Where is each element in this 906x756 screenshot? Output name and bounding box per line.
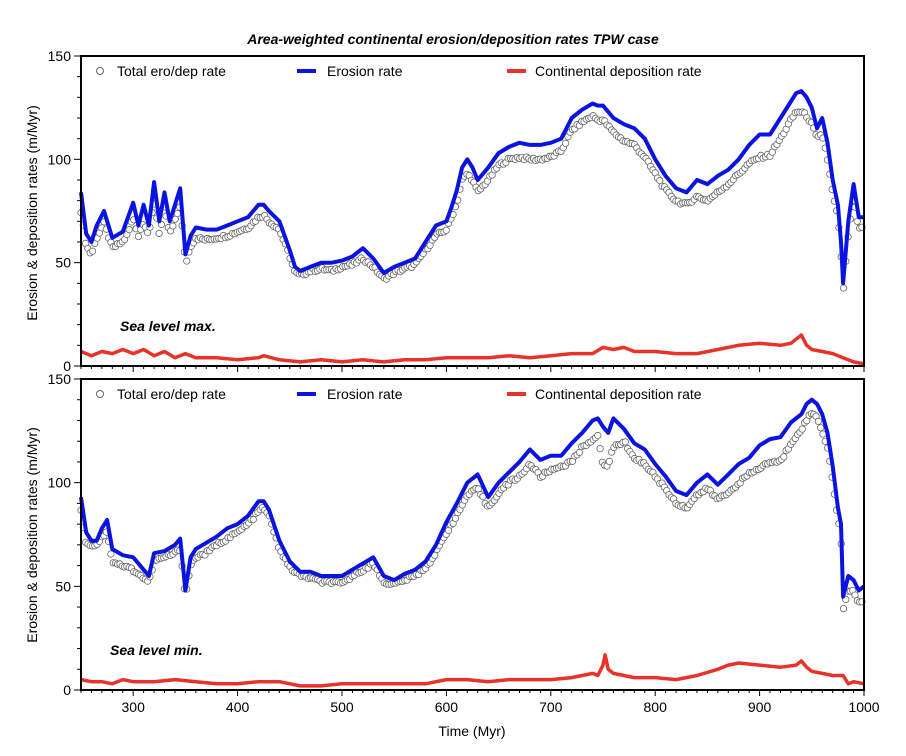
total-rate-point	[798, 425, 806, 433]
total-rate-point	[183, 257, 191, 265]
total-rate-point	[88, 247, 97, 255]
series-total-points	[77, 410, 866, 613]
series-erosion-line	[79, 397, 866, 599]
y-tick-label: 150	[48, 48, 72, 64]
legend: Total ero/dep rate Erosion rate Continen…	[96, 386, 702, 402]
x-tick-label: 700	[539, 699, 563, 715]
legend-label-deposition: Continental deposition rate	[535, 63, 702, 79]
y-tick-label: 150	[48, 371, 72, 387]
y-tick-label: 0	[63, 682, 71, 698]
legend-label-erosion: Erosion rate	[327, 386, 403, 402]
series-deposition-line	[80, 333, 865, 366]
x-tick-label: 1000	[848, 699, 879, 715]
x-tick-label: 400	[226, 699, 250, 715]
total-rate-point	[839, 284, 848, 292]
legend-marker-total	[96, 67, 104, 75]
y-axis: 0 50 100 150	[48, 371, 81, 698]
y-tick-label: 100	[48, 151, 72, 167]
total-rate-point	[173, 210, 182, 218]
chart-title: Area-weighted continental erosion/deposi…	[246, 31, 659, 47]
y-axis: 0 50 100 150	[48, 48, 81, 374]
legend-marker-total	[96, 390, 104, 398]
x-axis	[80, 366, 865, 372]
legend-label-total: Total ero/dep rate	[117, 63, 226, 79]
y-tick-label: 50	[55, 578, 71, 594]
total-rate-point	[814, 417, 822, 425]
total-rate-point	[575, 448, 584, 457]
plot-area	[77, 89, 866, 366]
total-rate-point	[169, 222, 177, 230]
total-rate-point	[107, 550, 115, 558]
x-axis: 300 400 500 600 700 800 900 1000	[80, 690, 880, 715]
total-rate-point	[134, 232, 142, 240]
total-rate-point	[596, 444, 604, 453]
panel-annotation: Sea level min.	[110, 642, 203, 658]
y-axis-label: Erosion & deposition rates (m/Myr)	[24, 105, 40, 321]
y-tick-label: 50	[55, 255, 71, 271]
total-rate-point	[125, 226, 133, 234]
plot-frame	[80, 55, 865, 367]
legend-label-deposition: Continental deposition rate	[535, 386, 702, 402]
legend-label-total: Total ero/dep rate	[117, 386, 226, 402]
total-rate-point	[621, 438, 629, 446]
total-rate-point	[249, 515, 257, 524]
legend-label-erosion: Erosion rate	[327, 63, 403, 79]
y-tick-label: 0	[63, 358, 71, 374]
plot-area	[77, 397, 866, 688]
x-tick-label: 500	[330, 699, 354, 715]
panel-annotation: Sea level max.	[120, 318, 216, 334]
total-rate-point	[839, 605, 848, 613]
total-rate-point	[605, 457, 613, 465]
plot-frame	[80, 378, 865, 691]
series-erosion-line	[79, 89, 864, 286]
total-rate-point	[594, 431, 602, 440]
series-total-points	[77, 108, 866, 292]
total-rate-point	[442, 226, 450, 234]
y-axis-label: Erosion & deposition rates (m/Myr)	[24, 427, 40, 643]
panel-sea-level-max: Erosion & deposition rates (m/Myr) Sea l…	[24, 48, 866, 374]
x-tick-label: 300	[122, 699, 146, 715]
legend: Total ero/dep rate Erosion rate Continen…	[96, 63, 702, 79]
total-rate-point	[816, 424, 825, 432]
x-tick-label: 900	[748, 699, 772, 715]
x-tick-label: 800	[644, 699, 668, 715]
panel-sea-level-min: Erosion & deposition rates (m/Myr) Sea l…	[24, 371, 880, 715]
x-tick-label: 600	[435, 699, 459, 715]
series-deposition-line	[80, 653, 865, 688]
y-tick-label: 100	[48, 475, 72, 491]
x-axis-label: Time (Myr)	[438, 723, 505, 739]
total-rate-point	[561, 139, 570, 147]
total-rate-point	[780, 453, 788, 461]
total-rate-point	[155, 229, 163, 237]
